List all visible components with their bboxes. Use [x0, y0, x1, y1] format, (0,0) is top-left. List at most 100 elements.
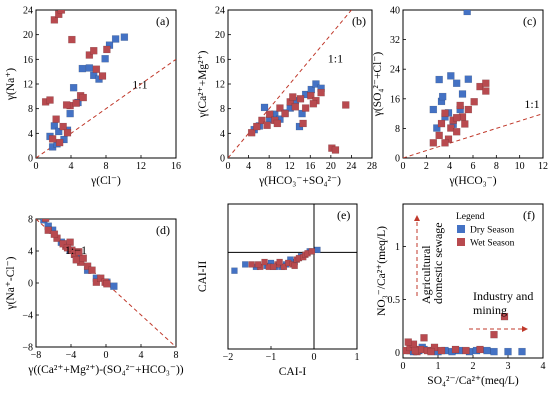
panel-a: 0 4 8 12 16 0 4 8 12 16 20 24 γ(Cl⁻) γ(Na⁺) 1:1 (a): [5, 6, 181, 188]
x-tick-label: 20: [326, 161, 336, 172]
x-tick-label: 8: [174, 350, 179, 361]
x-tick-label: 2: [424, 161, 429, 172]
y-axis-label: γ(SO₄²⁻+Cl⁻): [372, 52, 384, 118]
legend-dry-label: Dry Season: [470, 226, 514, 236]
reference-line-label: 1:1: [524, 97, 539, 111]
wet-season-point: [452, 113, 461, 122]
x-tick-label: 0: [312, 352, 317, 363]
y-tick-label: 4: [28, 247, 33, 258]
plot-area: [228, 10, 352, 158]
wet-season-point: [248, 261, 255, 268]
wet-season-point: [404, 338, 412, 346]
wet-season-point: [291, 103, 300, 111]
wet-season-point: [72, 99, 80, 107]
x-tick-label: 12: [285, 161, 295, 172]
wet-season-point: [452, 128, 461, 136]
panel-e: −2 −1 0 1 CAI-I CAI-II (e): [197, 203, 360, 378]
y-tick-label: 8: [220, 104, 225, 115]
x-axis-label: γ(HCO₃⁻): [448, 175, 496, 187]
wet-season-point: [429, 139, 438, 147]
wet-season-point: [490, 330, 498, 339]
dry-season-point: [298, 109, 306, 118]
reference-line-label: 1:1: [328, 51, 343, 65]
wet-season-point: [59, 122, 67, 131]
wet-season-point: [441, 139, 449, 147]
wet-season-point: [441, 109, 449, 117]
wet-season-point: [309, 100, 318, 108]
panel-label: (b): [352, 14, 366, 28]
wet-season-point: [83, 262, 92, 270]
wet-season-point: [254, 261, 262, 268]
y-tick-label: 8: [28, 215, 33, 226]
dry-season-point: [504, 347, 512, 356]
wet-season-point: [72, 256, 80, 264]
y-tick-label: 8: [395, 124, 400, 135]
wet-season-point: [435, 131, 443, 140]
panel-b: 0 4 8 12 16 20 24 28 0 4 8 12 16 20 24 γ(HCO₃⁻+SO₄²⁻) γ(…: [197, 6, 377, 188]
x-tick-label: 4: [541, 361, 546, 372]
dry-season-point: [490, 347, 498, 356]
panel-label: (c): [523, 14, 536, 28]
wet-season-point: [46, 96, 54, 104]
x-tick-label: 4: [69, 161, 74, 172]
wet-season-point: [75, 248, 83, 256]
dry-season-point: [435, 75, 443, 84]
x-axis-label: γ((Ca²⁺+Mg²⁺)-(SO₄²⁻+HCO₃⁻)): [27, 364, 183, 376]
y-tick-label: 1: [395, 242, 400, 253]
wet-season-point: [92, 278, 101, 286]
wet-season-point: [97, 274, 105, 282]
dry-season-point: [458, 90, 467, 98]
industry-annotation: Industry and: [473, 289, 533, 303]
x-tick-label: 0: [226, 161, 231, 172]
wet-season-point: [482, 79, 490, 87]
y-tick-label: 4: [220, 129, 225, 140]
dry-season-point: [260, 103, 269, 112]
x-tick-label: 28: [367, 161, 377, 172]
wet-season-point: [276, 258, 283, 266]
wet-season-point: [447, 124, 455, 132]
x-tick-label: 0: [401, 361, 406, 372]
dry-season-point: [66, 109, 74, 118]
wet-season-point: [437, 119, 446, 128]
x-tick-label: 0: [34, 161, 39, 172]
wet-season-point: [103, 280, 111, 288]
wet-season-point: [52, 115, 60, 123]
dry-season-point: [69, 83, 78, 92]
y-tick-label: −8: [22, 343, 33, 354]
y-tick-label: 0: [395, 154, 400, 165]
dry-season-point: [241, 261, 249, 268]
reference-line-label: 1:−1: [65, 243, 87, 257]
wet-season-point: [41, 219, 50, 222]
wet-season-point: [273, 119, 282, 128]
dry-season-point: [314, 246, 321, 254]
y-axis-label: γ(Na⁺): [5, 68, 17, 101]
wet-season-point: [456, 101, 464, 110]
x-tick-label: 0: [104, 350, 109, 361]
dry-season-point: [312, 80, 320, 88]
dry-season-point: [447, 72, 455, 80]
wet-season-point: [307, 92, 315, 100]
wet-season-point: [317, 88, 325, 97]
wet-season-point: [48, 135, 57, 143]
legend-title: Legend: [456, 212, 485, 222]
reference-line: [228, 10, 352, 158]
wet-season-point: [59, 240, 67, 248]
y-tick-label: 40: [390, 6, 400, 17]
dry-season-point: [464, 75, 473, 83]
x-tick-label: 4: [139, 350, 144, 361]
y-tick-label: 0: [28, 279, 33, 290]
wet-season-point: [79, 93, 87, 102]
panel-label: (a): [156, 14, 169, 28]
dry-season-point: [36, 212, 43, 219]
y-tick-label: 32: [390, 35, 400, 46]
wet-season-point: [63, 244, 72, 252]
wet-season-point: [253, 122, 261, 131]
y-tick-label: 0.5: [388, 295, 401, 306]
wet-season-point: [55, 138, 64, 147]
wet-season-point: [291, 262, 298, 270]
wet-season-point: [50, 16, 59, 24]
wet-season-point: [331, 146, 340, 154]
y-tick-label: 0: [220, 154, 225, 165]
